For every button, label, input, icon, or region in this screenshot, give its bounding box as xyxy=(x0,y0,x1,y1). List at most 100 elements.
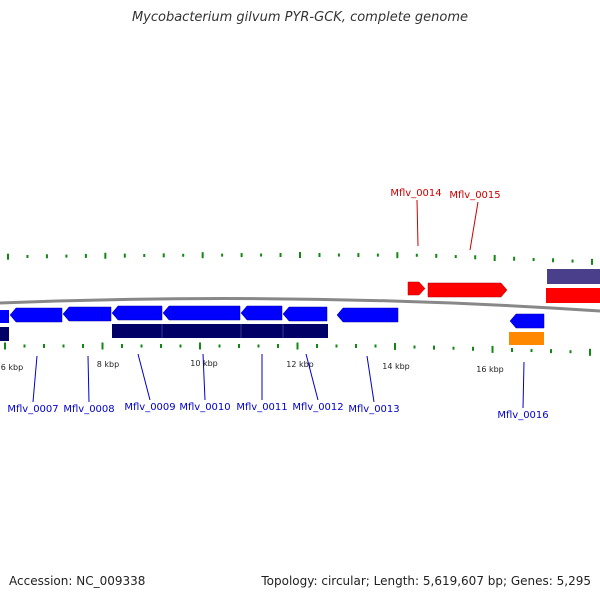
gc-tick-bottom xyxy=(82,344,84,348)
gc-tick-bottom xyxy=(121,344,123,348)
gc-tick-bottom xyxy=(530,349,533,353)
gene-leader-line xyxy=(305,353,319,401)
gc-tick-top xyxy=(571,259,574,263)
gc-tick-top xyxy=(26,254,29,258)
gene-arrow-mflv-0007 xyxy=(9,307,63,323)
gc-tick-bottom xyxy=(160,344,162,348)
gene-label: Mflv_0010 xyxy=(179,402,230,413)
cds-band-forward xyxy=(547,269,600,284)
scale-label: 16 kbp xyxy=(476,365,504,374)
gc-tick-bottom xyxy=(413,345,416,349)
gene-leader-line xyxy=(202,353,206,401)
gc-tick-bottom xyxy=(238,344,240,348)
scale-label: 10 kbp xyxy=(190,359,218,368)
gc-tick-bottom xyxy=(62,344,65,348)
gc-tick-bottom xyxy=(569,350,572,354)
gc-tick-bottom xyxy=(179,344,182,348)
gc-tick-top xyxy=(552,258,555,263)
gc-tick-top xyxy=(7,253,9,260)
gene-leader-line xyxy=(32,355,38,403)
gc-tick-top xyxy=(123,253,126,258)
gene-arrow-mflv-0016 xyxy=(509,313,545,329)
gc-tick-top xyxy=(299,252,301,258)
gc-tick-bottom xyxy=(491,345,494,353)
gc-tick-bottom xyxy=(433,345,435,350)
gene-label: Mflv_0016 xyxy=(497,410,548,421)
gc-tick-bottom xyxy=(316,344,318,348)
gc-tick-top xyxy=(376,253,379,257)
gene-leader-line xyxy=(137,353,151,401)
gc-tick-bottom xyxy=(4,342,6,350)
gc-tick-bottom xyxy=(335,344,338,348)
scale-label: 6 kbp xyxy=(1,363,23,372)
genome-backbone xyxy=(0,297,600,313)
gc-tick-top xyxy=(474,255,477,260)
gene-leader-line xyxy=(522,361,525,409)
gc-tick-top xyxy=(415,253,418,257)
gc-tick-bottom xyxy=(101,342,104,350)
gc-tick-bottom xyxy=(277,344,279,348)
gene-arrow-forward-edge xyxy=(546,288,600,303)
gc-tick-top xyxy=(65,254,68,258)
gc-tick-bottom xyxy=(394,342,396,350)
gc-tick-bottom xyxy=(374,344,377,348)
accession-text: Accession: NC_009338 xyxy=(9,574,146,588)
gc-tick-top xyxy=(143,253,146,257)
gene-arrow-mflv-0015 xyxy=(427,282,508,298)
gc-tick-bottom xyxy=(257,344,260,348)
gc-tick-bottom xyxy=(43,344,45,348)
gene-label: Mflv_0012 xyxy=(292,402,343,413)
gc-tick-top xyxy=(182,253,185,257)
gc-tick-top xyxy=(162,253,165,258)
gene-labels: Mflv_0007 Mflv_0008 Mflv_0009 Mflv_0010 Mflv… xyxy=(7,188,548,421)
gc-tick-top xyxy=(318,253,321,258)
gc-tick-bottom xyxy=(550,349,552,354)
gc-tick-top xyxy=(454,255,457,259)
gc-ticks-top xyxy=(7,252,593,265)
scale-label: 14 kbp xyxy=(382,362,410,371)
gc-tick-bottom xyxy=(140,344,143,348)
gene-label: Mflv_0013 xyxy=(348,404,399,415)
gene-leader-line xyxy=(366,355,375,403)
scale-ticks: 6 kbp 8 kbp 10 kbp 12 kbp 14 kbp 16 kbp xyxy=(1,359,504,374)
scale-label: 8 kbp xyxy=(97,360,119,369)
gene-leader-line xyxy=(469,201,479,251)
gc-tick-top xyxy=(532,257,535,261)
gene-arrow-mflv-0013 xyxy=(336,307,399,323)
gc-tick-bottom xyxy=(589,348,591,356)
gene-label: Mflv_0008 xyxy=(63,404,114,415)
gene-arrow-mflv-0012 xyxy=(282,306,328,322)
gene-arrow-mflv-0009 xyxy=(111,305,163,321)
gc-tick-top xyxy=(45,254,48,259)
gc-tick-top xyxy=(240,253,243,258)
gc-tick-top xyxy=(104,252,107,259)
gc-tick-bottom xyxy=(296,342,299,350)
gc-tick-top xyxy=(201,252,204,259)
gc-tick-bottom xyxy=(472,346,474,351)
gene-label: Mflv_0007 xyxy=(7,404,58,415)
gene-arrows xyxy=(0,281,600,345)
gene-arrow-reverse xyxy=(0,310,9,323)
gene-arrow-mflv-0011 xyxy=(240,305,283,321)
cds-band xyxy=(0,327,9,341)
scale-label: 12 kbp xyxy=(286,360,314,369)
gene-label: Mflv_0015 xyxy=(449,190,500,201)
gc-tick-bottom xyxy=(355,344,357,348)
gc-tick-bottom xyxy=(199,342,201,350)
gene-leader-line xyxy=(87,355,90,403)
gc-tick-top xyxy=(357,253,360,258)
cds-bands xyxy=(0,269,600,341)
gc-tick-top xyxy=(396,252,399,259)
gc-tick-top xyxy=(493,254,496,261)
gc-tick-top xyxy=(513,256,516,261)
gc-tick-bottom xyxy=(511,347,513,352)
gc-tick-top xyxy=(260,253,263,257)
topology-text: Topology: circular; Length: 5,619,607 bp… xyxy=(261,574,591,588)
gc-tick-top xyxy=(591,258,593,265)
gc-tick-top xyxy=(279,253,282,258)
gc-tick-top xyxy=(435,253,438,258)
gc-tick-bottom xyxy=(452,346,455,350)
gene-label: Mflv_0014 xyxy=(390,188,441,199)
